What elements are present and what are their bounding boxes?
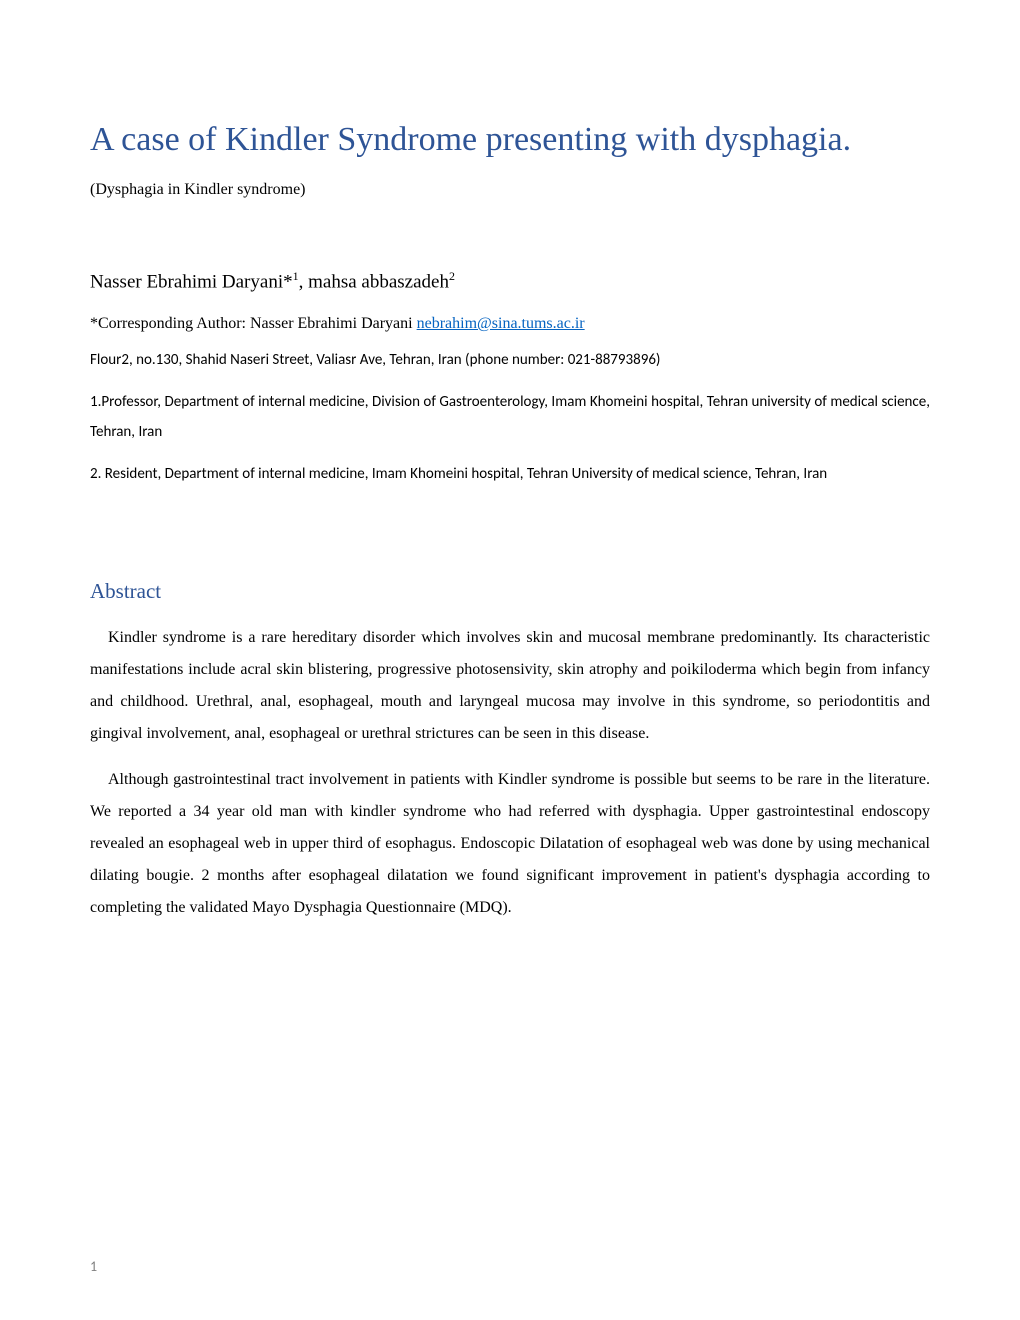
document-title: A case of Kindler Syndrome presenting wi… [90, 120, 930, 161]
abstract-paragraph-1: Kindler syndrome is a rare hereditary di… [90, 622, 930, 750]
affiliation-2: 2. Resident, Department of internal medi… [90, 459, 930, 489]
page-number: 1 [90, 1258, 97, 1275]
author-2: , mahsa abbaszadeh [299, 271, 449, 292]
document-subtitle: (Dysphagia in Kindler syndrome) [90, 181, 930, 199]
address-line: Flour2, no.130, Shahid Naseri Street, Va… [90, 351, 930, 369]
author-1: Nasser Ebrahimi Daryani* [90, 271, 293, 292]
abstract-heading: Abstract [90, 579, 930, 604]
author-2-sup: 2 [449, 269, 455, 283]
corresponding-label: *Corresponding Author: Nasser Ebrahimi D… [90, 315, 417, 332]
authors-line: Nasser Ebrahimi Daryani*1, mahsa abbasza… [90, 269, 930, 293]
affiliation-1: 1.Professor, Department of internal medi… [90, 387, 930, 447]
abstract-paragraph-2: Although gastrointestinal tract involvem… [90, 764, 930, 924]
corresponding-author: *Corresponding Author: Nasser Ebrahimi D… [90, 315, 930, 333]
corresponding-email-link[interactable]: nebrahim@sina.tums.ac.ir [417, 315, 585, 332]
